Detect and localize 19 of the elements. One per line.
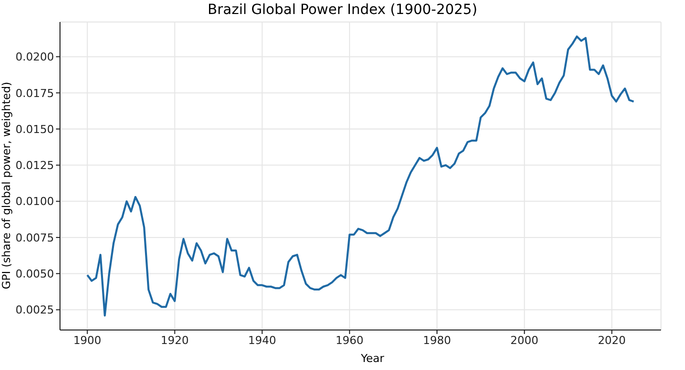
y-tick-label: 0.0100 [16,195,54,208]
y-tick-label: 0.0075 [16,231,54,244]
x-axis-title: Year [360,352,386,365]
x-tick-label: 1940 [248,334,276,347]
y-tick-label: 0.0025 [16,304,54,317]
y-tick-label: 0.0150 [16,122,54,136]
line-series [86,35,635,317]
y-tick-label: 0.0200 [16,50,54,64]
x-tick-label: 2000 [510,334,538,347]
x-tick-label: 1980 [422,334,451,347]
y-tick-label: 0.0050 [16,268,54,281]
x-tick-label: 1920 [160,334,189,347]
y-axis-title: GPI (share of global power, weighted) [0,81,14,289]
y-tick-label: 0.0175 [16,86,54,100]
x-tick-label: 1900 [73,334,102,347]
chart-title: Brazil Global Power Index (1900-2025) [206,2,478,18]
x-tick-label: 1960 [336,334,364,347]
y-tick-label: 0.0125 [16,159,54,172]
x-tick-label: 2020 [598,334,626,347]
